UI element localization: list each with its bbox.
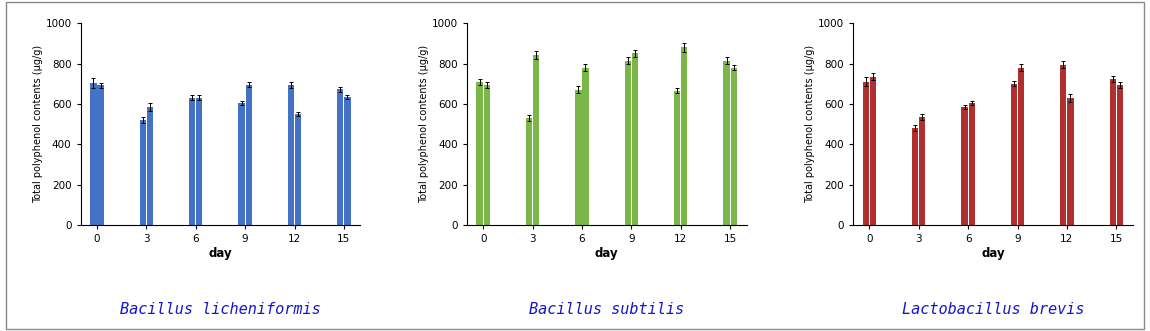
Bar [1018, 68, 1025, 225]
Bar [674, 91, 681, 225]
Bar [476, 82, 483, 225]
Bar [968, 103, 975, 225]
Bar [91, 83, 97, 225]
Bar [246, 85, 252, 225]
Bar [483, 85, 490, 225]
Bar [961, 107, 967, 225]
Bar [1060, 65, 1066, 225]
Bar [582, 68, 589, 225]
X-axis label: day: day [595, 247, 619, 260]
Bar [723, 61, 730, 225]
Bar [624, 61, 631, 225]
Y-axis label: Total polyphenol contents (μg/g): Total polyphenol contents (μg/g) [32, 45, 43, 203]
Bar [862, 82, 869, 225]
Bar [344, 97, 351, 225]
Bar [912, 128, 919, 225]
Bar [681, 47, 688, 225]
Y-axis label: Total polyphenol contents (μg/g): Total polyphenol contents (μg/g) [805, 45, 815, 203]
Bar [189, 98, 196, 225]
Bar [526, 118, 532, 225]
Bar [1011, 84, 1017, 225]
Bar [147, 107, 153, 225]
Bar [869, 77, 876, 225]
Bar [197, 98, 202, 225]
X-axis label: day: day [208, 247, 232, 260]
Bar [139, 120, 146, 225]
Bar [1067, 98, 1074, 225]
Bar [730, 68, 737, 225]
Bar [532, 55, 539, 225]
Bar [919, 117, 926, 225]
Bar [238, 103, 245, 225]
Bar [294, 114, 301, 225]
Text: Bacillus subtilis: Bacillus subtilis [529, 302, 684, 317]
Bar [575, 90, 582, 225]
Bar [1117, 85, 1122, 225]
Text: Lactobacillus brevis: Lactobacillus brevis [902, 302, 1084, 317]
Y-axis label: Total polyphenol contents (μg/g): Total polyphenol contents (μg/g) [419, 45, 429, 203]
Bar [288, 85, 294, 225]
Bar [631, 53, 638, 225]
X-axis label: day: day [981, 247, 1005, 260]
Text: Bacillus licheniformis: Bacillus licheniformis [120, 302, 321, 317]
Bar [337, 89, 344, 225]
Bar [1110, 79, 1116, 225]
Bar [98, 85, 103, 225]
